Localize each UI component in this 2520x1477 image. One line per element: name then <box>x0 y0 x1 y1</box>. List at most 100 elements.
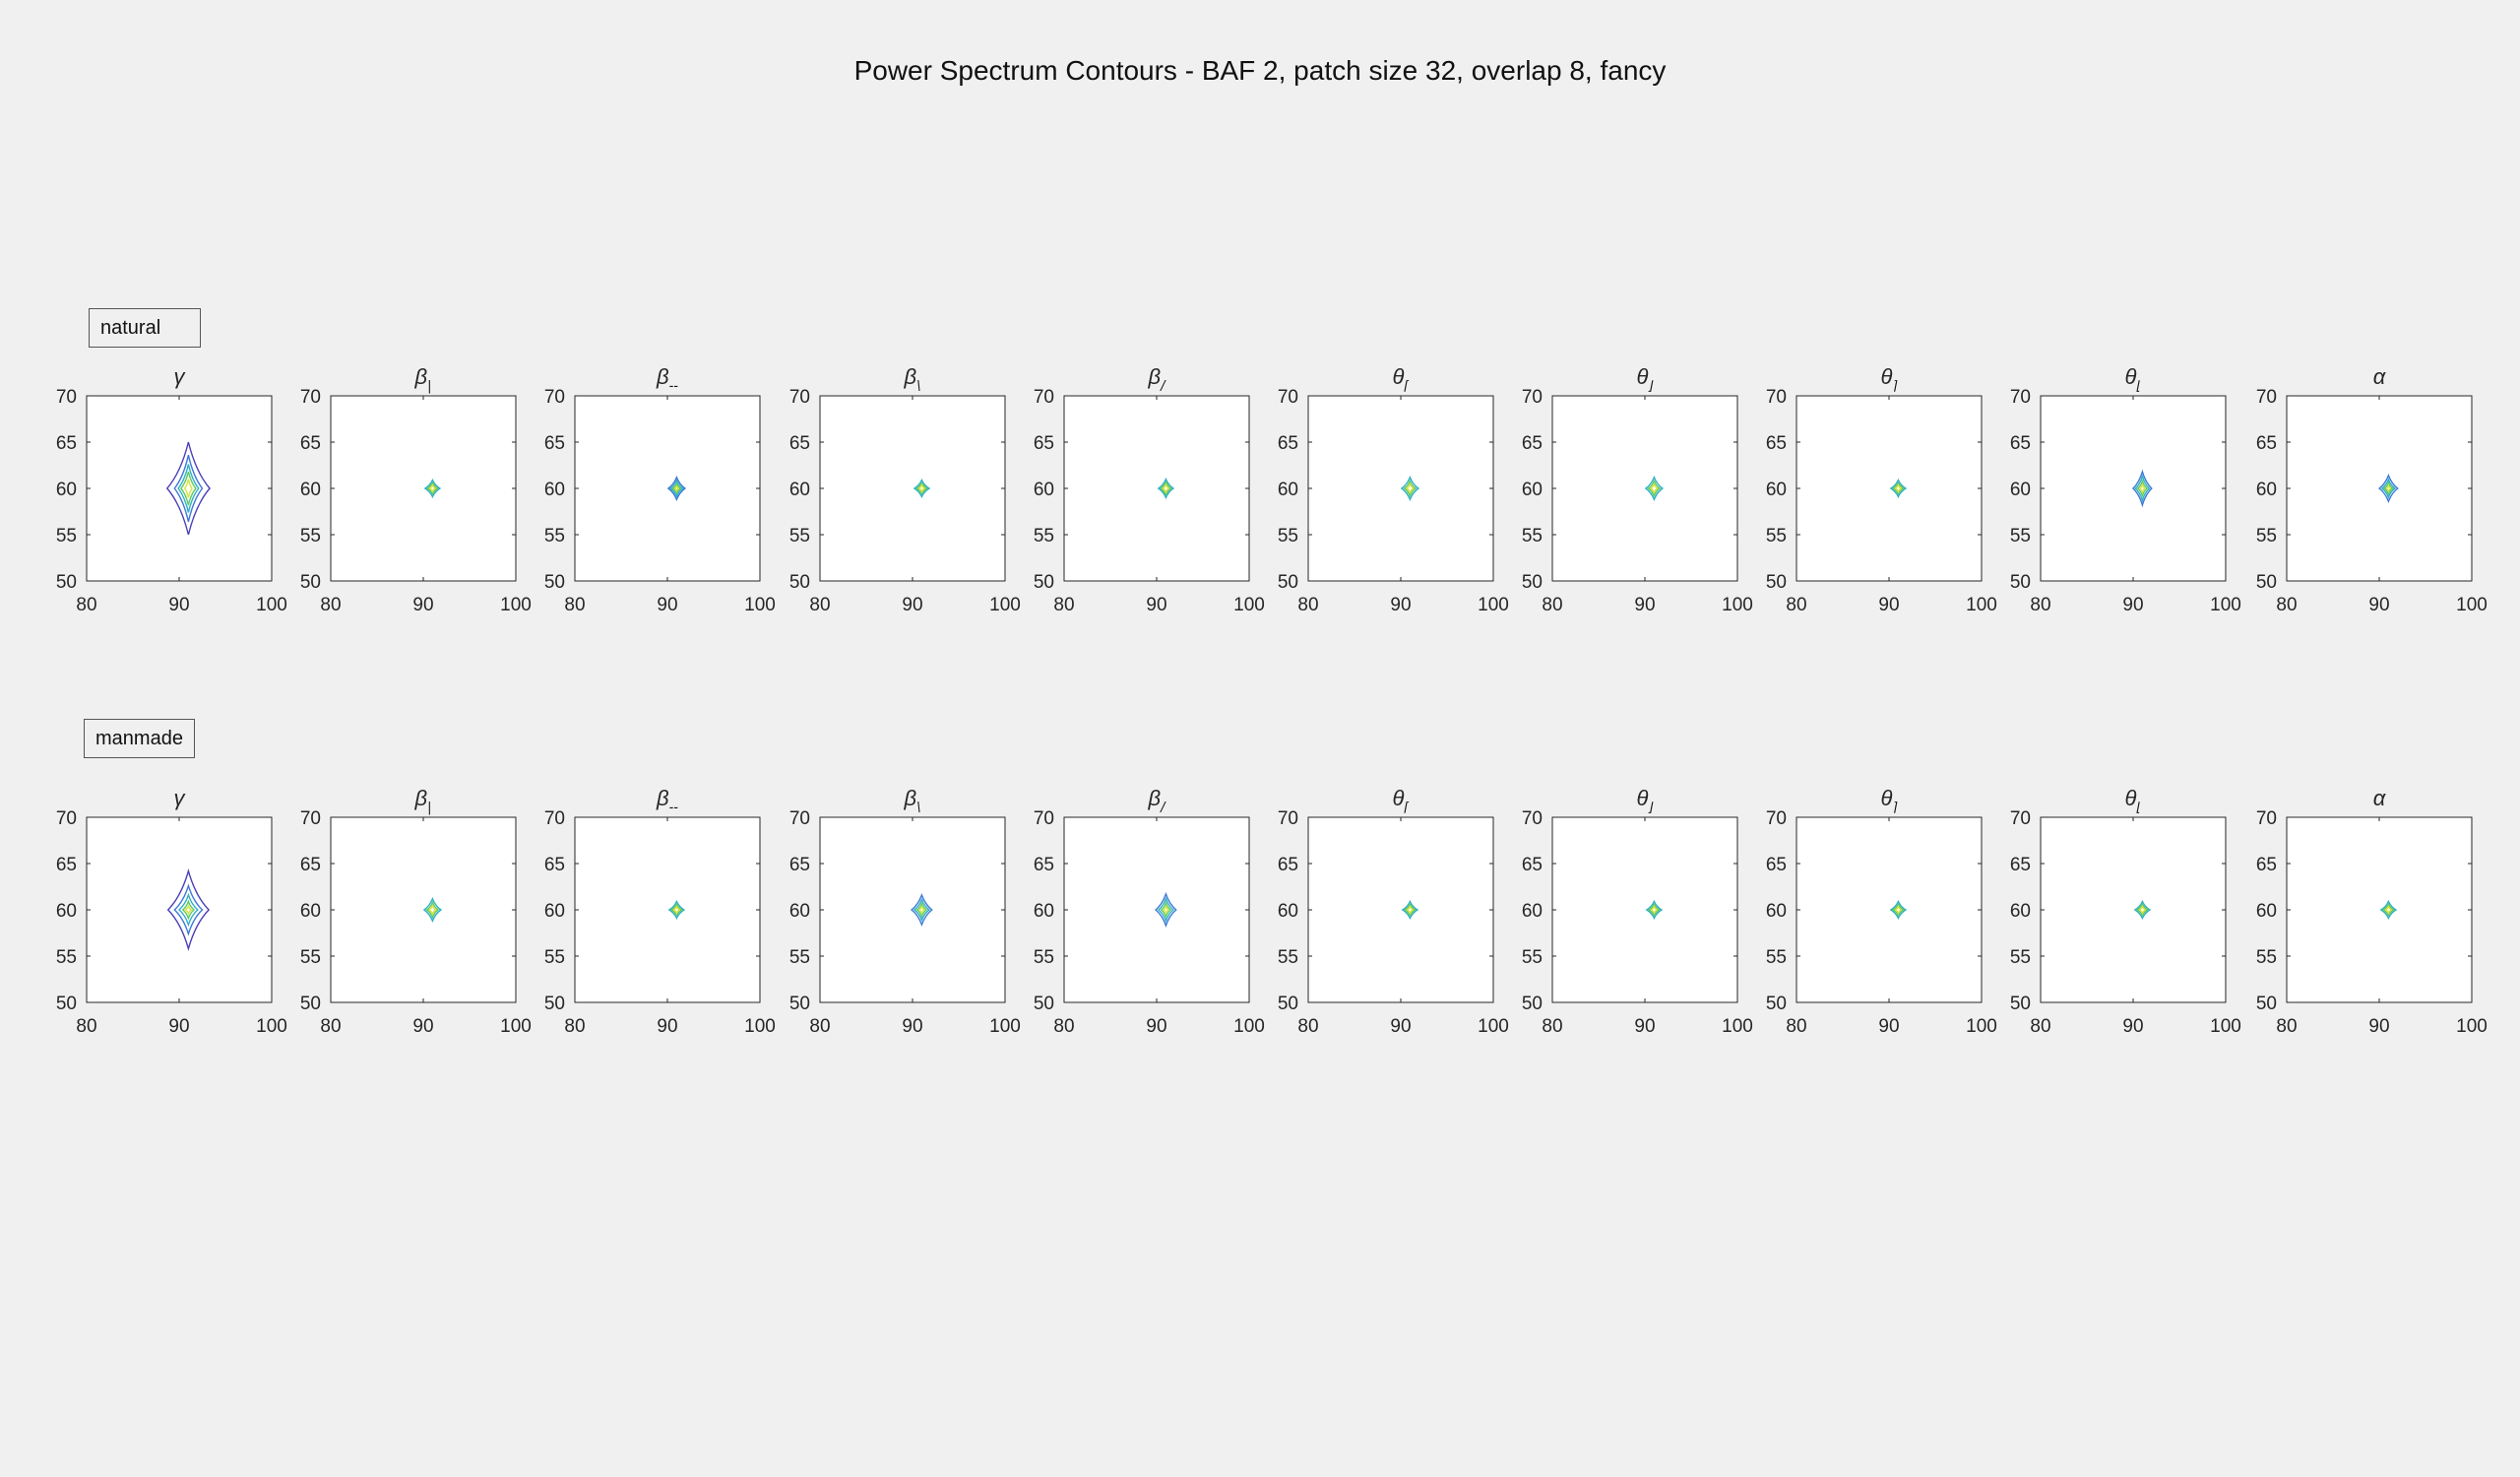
contour-line <box>1403 902 1417 918</box>
panel-title: β\ <box>904 786 921 815</box>
contour-line <box>425 900 440 920</box>
contour-line <box>2136 479 2149 498</box>
y-tick-label: 55 <box>2010 947 2031 968</box>
y-tick-label: 50 <box>1522 572 1543 593</box>
contour-line <box>181 899 196 921</box>
contour-line <box>1159 480 1172 497</box>
axes-box <box>1307 816 1494 1003</box>
x-tick-label: 90 <box>657 595 677 615</box>
panel-title-symbol: β <box>1148 364 1162 389</box>
x-tick-label: 100 <box>2456 595 2488 615</box>
contour-line <box>1157 477 1175 500</box>
contour-line <box>2134 474 2151 503</box>
x-tick-label: 100 <box>1722 595 1753 615</box>
y-tick-label: 55 <box>1278 526 1298 546</box>
x-tick-label: 100 <box>256 595 287 615</box>
panel-title-symbol: β <box>904 364 917 389</box>
x-tick-label: 90 <box>1390 595 1411 615</box>
panel-title-symbol: α <box>2373 786 2387 810</box>
panel-title-subscript: ⌊ <box>2136 801 2141 815</box>
y-tick-label: 70 <box>1034 387 1054 408</box>
contour-line <box>917 904 925 916</box>
y-tick-label: 70 <box>789 808 810 829</box>
x-tick-label: 80 <box>1542 1016 1562 1037</box>
panel-title-subscript: -- <box>669 801 679 815</box>
subplot-manmade-2: β-- 50 55 60 65 70 80 90 100 <box>544 786 776 1037</box>
y-tick-label: 50 <box>56 994 77 1014</box>
contour-line <box>913 478 931 499</box>
x-tick-label: 100 <box>1478 1016 1509 1037</box>
subplot-natural-1: β| 50 55 60 65 70 80 90 100 <box>300 364 532 615</box>
contour-line <box>1647 902 1661 918</box>
contour-line <box>914 481 928 496</box>
panel-title-subscript: / <box>1160 379 1166 394</box>
y-tick-label: 70 <box>1522 808 1543 829</box>
y-tick-label: 50 <box>2256 994 2277 1014</box>
subplot-manmade-6: θ⌋ 50 55 60 65 70 80 90 100 <box>1522 786 1753 1037</box>
panel-title: β| <box>414 786 432 815</box>
contour-line <box>2135 902 2149 918</box>
contour-line <box>1891 481 1905 496</box>
panel-title-symbol: θ <box>1636 786 1648 810</box>
y-tick-label: 60 <box>2256 480 2277 500</box>
y-tick-label: 70 <box>300 387 321 408</box>
contour-line <box>915 901 928 919</box>
row-label-natural: natural <box>89 308 201 348</box>
y-tick-label: 55 <box>1766 947 1787 968</box>
y-tick-label: 70 <box>2010 387 2031 408</box>
y-tick-label: 60 <box>1034 480 1054 500</box>
x-tick-label: 100 <box>500 1016 532 1037</box>
contour-line <box>1894 905 1903 915</box>
y-tick-label: 60 <box>2010 901 2031 922</box>
y-tick-label: 60 <box>1522 901 1543 922</box>
y-tick-label: 70 <box>2256 808 2277 829</box>
contour-line <box>177 464 200 513</box>
x-tick-label: 80 <box>809 595 830 615</box>
contour-line <box>666 475 687 502</box>
x-tick-label: 80 <box>76 1016 96 1037</box>
y-tick-label: 65 <box>300 855 321 875</box>
x-tick-label: 90 <box>168 595 189 615</box>
y-tick-label: 55 <box>2010 526 2031 546</box>
x-tick-label: 90 <box>1878 595 1899 615</box>
panel-title-symbol: θ <box>1636 364 1648 389</box>
panel-title-symbol: θ <box>1880 786 1892 810</box>
contour-line <box>2131 469 2153 508</box>
y-tick-label: 50 <box>789 572 810 593</box>
contour-line <box>667 899 686 921</box>
panel-title-subscript: ⌋ <box>1648 801 1654 815</box>
contour-line <box>2382 481 2394 496</box>
contour-line <box>2138 482 2146 494</box>
y-tick-label: 65 <box>1766 855 1787 875</box>
contour-line <box>910 892 933 928</box>
x-tick-label: 80 <box>76 595 96 615</box>
contour-line <box>917 483 926 493</box>
x-tick-label: 100 <box>744 595 776 615</box>
x-tick-label: 100 <box>989 595 1021 615</box>
contour-line <box>913 897 931 923</box>
x-tick-label: 100 <box>1478 595 1509 615</box>
panel-title: θ⌊ <box>2124 364 2141 394</box>
y-tick-label: 55 <box>1278 947 1298 968</box>
y-tick-label: 65 <box>2256 855 2277 875</box>
panel-title: θ⌉ <box>1880 786 1898 815</box>
axes-box <box>1796 395 1983 582</box>
contour-line <box>671 482 682 495</box>
subplot-manmade-5: θ⌈ 50 55 60 65 70 80 90 100 <box>1278 786 1509 1037</box>
y-tick-label: 50 <box>544 572 565 593</box>
panel-title: α <box>2373 786 2387 810</box>
contour-line <box>1891 902 1905 918</box>
y-tick-label: 65 <box>789 433 810 454</box>
panel-title: θ⌋ <box>1636 364 1654 394</box>
panel-title: θ⌈ <box>1392 364 1409 394</box>
panel-title-subscript: / <box>1160 801 1166 815</box>
subplot-natural-0: γ 50 55 60 65 70 80 90 100 <box>56 364 287 615</box>
contour-line <box>1154 891 1177 929</box>
panel-title: θ⌊ <box>2124 786 2141 815</box>
panel-title-subscript: ⌈ <box>1404 379 1409 394</box>
contour-line <box>669 902 683 918</box>
y-tick-label: 70 <box>1034 808 1054 829</box>
x-tick-label: 80 <box>2276 1016 2297 1037</box>
y-tick-label: 50 <box>789 994 810 1014</box>
